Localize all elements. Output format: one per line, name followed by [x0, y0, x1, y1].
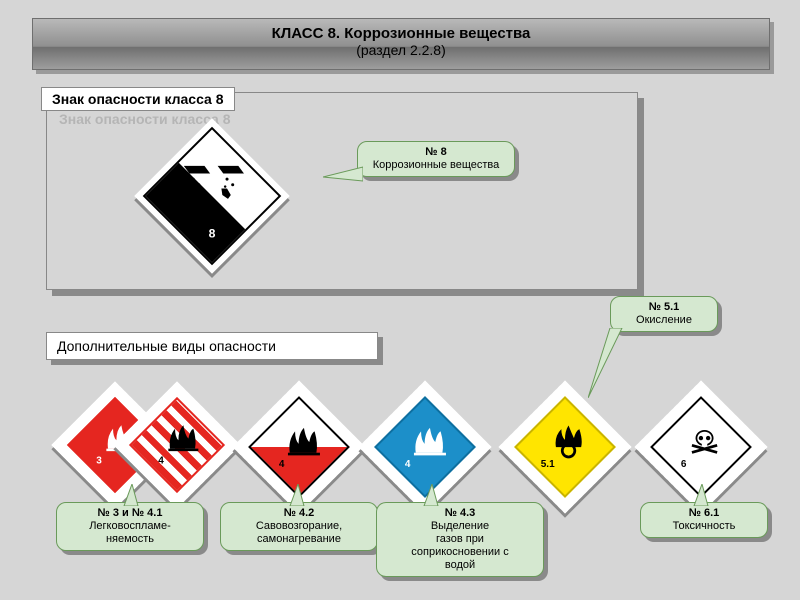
- callout-h1-num: № 4.2: [284, 507, 315, 519]
- callout-51: № 5.1 Окисление: [610, 296, 718, 332]
- hazard-41-num: 4: [158, 455, 164, 466]
- callout-51-tail: [588, 328, 628, 398]
- callout-51-text: Окисление: [636, 314, 692, 326]
- callout-h4-num: № 6.1: [689, 507, 720, 519]
- hazard-3-num: 3: [96, 455, 102, 466]
- flame-icon: [412, 426, 448, 458]
- class8-panel: Знак опасности класса 8 Знак опасности к…: [46, 92, 638, 290]
- subtitle: Дополнительные виды опасности: [46, 332, 378, 360]
- hazard-51: 5.1: [499, 381, 632, 514]
- corrosive-icon: 8: [165, 149, 259, 243]
- title-line1: КЛАСС 8. Коррозионные вещества: [33, 19, 769, 42]
- flame-icon: [286, 426, 322, 458]
- svg-text:8: 8: [209, 226, 216, 240]
- callout-h4-text: Токсичность: [673, 520, 736, 532]
- callout-h2-text: Выделение газов при соприкосновении с во…: [411, 520, 508, 571]
- callout-h2-tail: [420, 484, 444, 506]
- flame-icon: [167, 423, 201, 453]
- callout-h2: № 4.3 Выделение газов при соприкосновени…: [376, 502, 544, 577]
- callout-8: № 8 Коррозионные вещества: [357, 141, 515, 177]
- skull-icon: [686, 425, 724, 461]
- hazard-51-num: 5.1: [541, 459, 555, 470]
- callout-8-num: № 8: [425, 146, 446, 158]
- callout-51-num: № 5.1: [649, 301, 680, 313]
- hazard-43-num: 4: [405, 459, 411, 470]
- title-bar: КЛАСС 8. Коррозионные вещества (раздел 2…: [32, 18, 770, 70]
- callout-h4: № 6.1 Токсичность: [640, 502, 768, 538]
- hazard-61-num: 6: [681, 459, 687, 470]
- callout-h1: № 4.2 Савовозгорание, самонагревание: [220, 502, 378, 551]
- callout-8-tail: [323, 163, 363, 187]
- callout-h1-text: Савовозгорание, самонагревание: [256, 520, 342, 545]
- callout-h0-text: Легковоспламе- няемость: [89, 520, 171, 545]
- callout-h0: № 3 и № 4.1 Легковоспламе- няемость: [56, 502, 204, 551]
- callout-h0-tail: [120, 484, 144, 506]
- callout-h0-num: № 3 и № 4.1: [98, 507, 163, 519]
- title-line2: (раздел 2.2.8): [33, 42, 769, 58]
- class8-sign: 8: [134, 118, 290, 274]
- callout-8-text: Коррозионные вещества: [373, 159, 500, 171]
- hazard-42-num: 4: [279, 459, 285, 470]
- callout-h2-num: № 4.3: [445, 507, 476, 519]
- class8-heading: Знак опасности класса 8: [41, 87, 235, 111]
- callout-h1-tail: [286, 484, 310, 506]
- callout-h4-tail: [690, 484, 714, 506]
- oxidizer-icon: [550, 425, 588, 461]
